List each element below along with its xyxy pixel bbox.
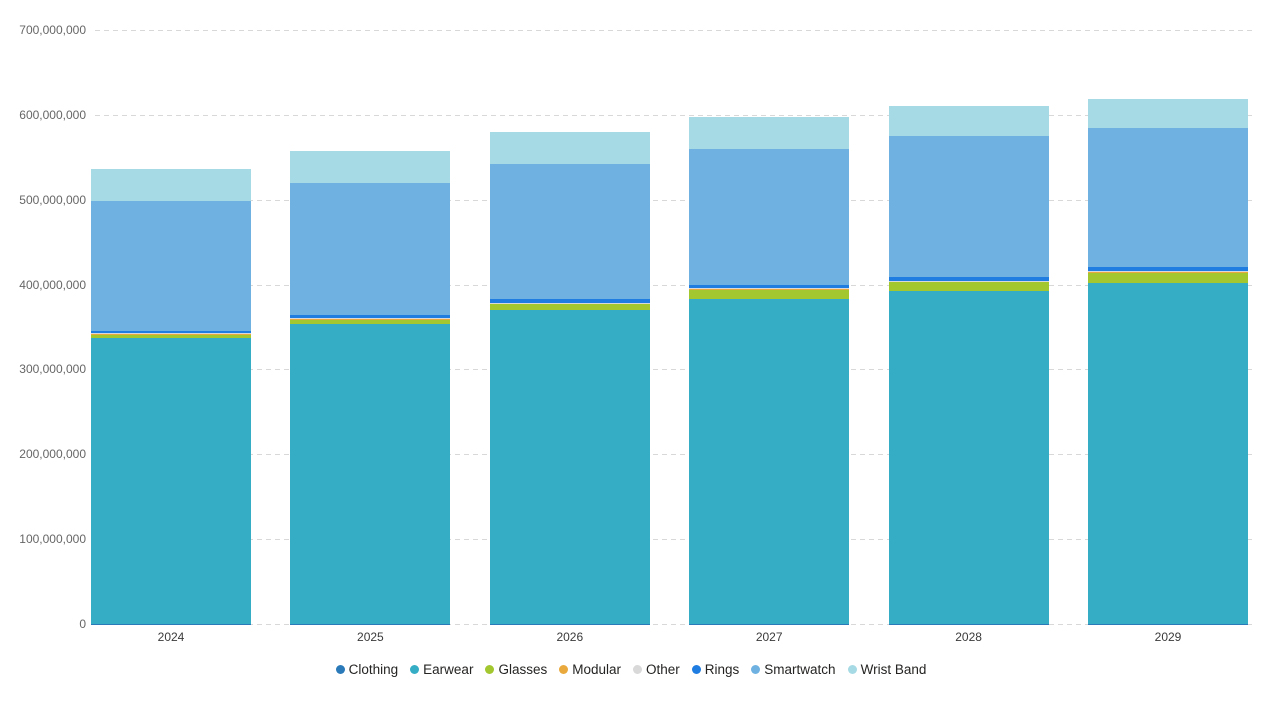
bar-segment-2026-earwear[interactable]: [489, 310, 650, 624]
bar-segment-2029-glasses[interactable]: [1088, 272, 1248, 284]
x-axis-label-2026: 2026: [556, 630, 584, 644]
legend-item-rings[interactable]: Rings: [691, 661, 740, 677]
legend-label: Other: [646, 661, 680, 677]
legend-dot-wrist-band: [847, 664, 857, 674]
bar-segment-2025-rings[interactable]: [290, 315, 451, 319]
legend-dot-modular: [559, 664, 569, 674]
bar-segment-2026-glasses[interactable]: [489, 303, 650, 311]
x-axis-label-2025: 2025: [357, 630, 384, 644]
y-tick-label: 700,000,000: [19, 23, 86, 37]
bar-segment-2028-rings[interactable]: [888, 277, 1049, 281]
gridline: [95, 284, 1256, 286]
legend-label: Modular: [572, 661, 622, 677]
legend-label: Wrist Band: [860, 661, 927, 677]
y-tick-label: 400,000,000: [19, 277, 86, 292]
legend-dot-clothing: [335, 664, 345, 674]
legend-label: Earwear: [423, 661, 474, 677]
x-axis-label-2029: 2029: [1154, 630, 1182, 644]
gridline: [95, 30, 1256, 31]
bar-segment-2024-wrist-band[interactable]: [91, 168, 251, 201]
bar-segment-2025-glasses[interactable]: [290, 318, 451, 325]
bar-segment-2024-smartwatch[interactable]: [91, 200, 251, 331]
bar-segment-2027-wrist-band[interactable]: [689, 117, 850, 149]
y-tick-label: 100,000,000: [19, 532, 86, 547]
bar-segment-2024-glasses[interactable]: [91, 334, 251, 339]
bar-segment-2029-wrist-band[interactable]: [1088, 99, 1248, 128]
legend-item-clothing[interactable]: Clothing: [335, 661, 399, 677]
bar-segment-2028-earwear[interactable]: [888, 290, 1049, 624]
bar-segment-2029-earwear[interactable]: [1088, 283, 1248, 624]
legend-item-wrist-band[interactable]: Wrist Band: [847, 661, 927, 677]
bar-segment-2028-smartwatch[interactable]: [888, 136, 1049, 278]
bar-segment-2027-earwear[interactable]: [689, 298, 850, 624]
y-tick-label: 0: [79, 617, 86, 631]
y-tick-label: 300,000,000: [19, 362, 86, 377]
legend-label: Rings: [704, 661, 740, 677]
legend-dot-glasses: [485, 664, 495, 674]
bar-segment-2025-smartwatch[interactable]: [290, 182, 451, 316]
bar-segment-2024-rings[interactable]: [91, 330, 251, 334]
bar-segment-2025-wrist-band[interactable]: [290, 151, 451, 183]
x-axis-label-2028: 2028: [955, 630, 982, 644]
bar-segment-2028-glasses[interactable]: [888, 281, 1049, 291]
legend-dot-earwear: [410, 664, 420, 674]
bar-segment-2026-smartwatch[interactable]: [489, 164, 650, 300]
legend-label: Smartwatch: [764, 661, 836, 677]
y-tick-label: 200,000,000: [19, 447, 86, 462]
gridline: [95, 369, 1256, 371]
x-axis-label-2024: 2024: [157, 630, 185, 644]
bar-segment-2026-wrist-band[interactable]: [489, 132, 650, 165]
bar-segment-2024-earwear[interactable]: [91, 338, 251, 624]
legend-dot-rings: [691, 664, 701, 674]
legend-label: Clothing: [348, 661, 399, 677]
legend-label: Glasses: [498, 661, 548, 677]
bar-segment-2028-wrist-band[interactable]: [888, 105, 1049, 137]
legend-item-earwear[interactable]: Earwear: [410, 662, 473, 677]
x-axis-label-2027: 2027: [755, 630, 783, 644]
bar-segment-2029-smartwatch[interactable]: [1088, 128, 1248, 268]
gridline: [95, 199, 1256, 201]
gridline: [95, 454, 1256, 456]
legend-item-other[interactable]: Other: [633, 662, 680, 677]
legend-item-modular[interactable]: Modular: [559, 662, 621, 677]
gridline: [95, 624, 1256, 625]
y-tick-label: 500,000,000: [19, 192, 86, 207]
bar-segment-2029-rings[interactable]: [1088, 267, 1248, 272]
bar-segment-2026-rings[interactable]: [489, 299, 650, 303]
chart-legend: Clothing Earwear Glasses Modular Other Rings S…: [0, 658, 1262, 680]
gridline: [95, 539, 1256, 541]
legend-dot-other: [633, 664, 643, 674]
bar-segment-2025-earwear[interactable]: [290, 324, 451, 624]
y-tick-label: 600,000,000: [19, 107, 86, 122]
bar-segment-2027-smartwatch[interactable]: [689, 148, 850, 285]
legend-item-smartwatch[interactable]: Smartwatch: [751, 661, 836, 677]
legend-dot-smartwatch: [751, 664, 761, 674]
legend-item-glasses[interactable]: Glasses: [485, 662, 547, 677]
bar-segment-2027-rings[interactable]: [689, 284, 850, 289]
gridline: [95, 114, 1256, 116]
bar-segment-2027-glasses[interactable]: [689, 289, 850, 299]
